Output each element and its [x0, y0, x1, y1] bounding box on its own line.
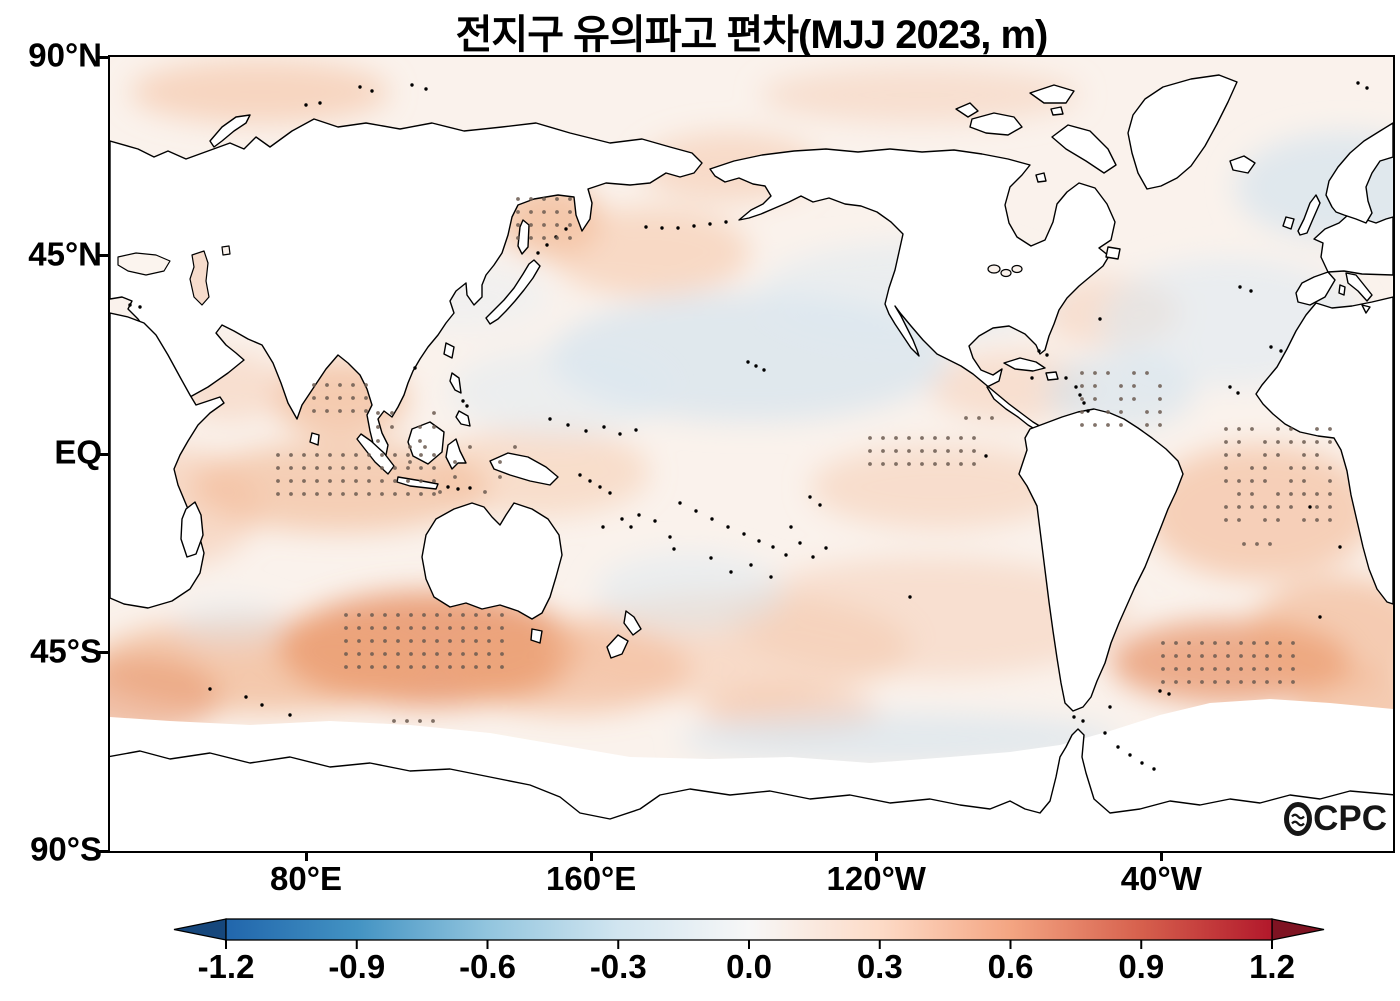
x-axis-label-120W: 120°W [826, 860, 926, 897]
north-america-landmass [709, 148, 1116, 432]
madagascar-island [180, 501, 204, 558]
greenland-landmass [1127, 74, 1238, 190]
y-axis-label-45N: 45°N [28, 234, 102, 272]
x-axis-tick [304, 851, 308, 861]
chart-title: 전지구 유의파고 편차(MJJ 2023, m) [455, 13, 1049, 57]
y-axis-label-90N: 90°N [28, 36, 102, 74]
italy-peninsula [1345, 272, 1373, 302]
anomaly-field [110, 60, 1393, 765]
taiwan-island [443, 342, 455, 359]
sumatra-island [356, 433, 395, 475]
colorbar-tick-label--0.6: -0.6 [459, 948, 516, 985]
sulawesi-island [445, 438, 467, 470]
great-britain-island [1297, 194, 1321, 236]
colorbar [172, 916, 1326, 952]
x-axis-tick [589, 851, 593, 861]
x-axis-label-160E: 160°E [545, 860, 637, 897]
antarctica-landmass [110, 728, 1393, 851]
black-sea [117, 252, 171, 276]
ocpc-logo-text: CPC [1313, 798, 1387, 838]
y-axis-label-45S: 45°S [30, 631, 102, 669]
sakhalin-island [517, 219, 530, 255]
scandinavia-peninsula [1325, 122, 1393, 224]
southampton-island [1035, 172, 1047, 183]
luzon-island [449, 372, 462, 394]
colorbar-tick-label-1.2: 1.2 [1249, 948, 1295, 985]
newfoundland-island [1105, 246, 1121, 260]
x-axis-label-40W: 40°W [1120, 860, 1202, 897]
world-map [110, 57, 1393, 851]
novaya-zemlya-island [209, 114, 251, 148]
eurasia-landmass [110, 118, 703, 462]
x-axis-tick [874, 851, 878, 861]
new-guinea-island [489, 452, 559, 486]
devon-island [1050, 106, 1064, 116]
aral-sea [221, 245, 231, 256]
hispaniola-island [1045, 371, 1059, 381]
coastlines [110, 74, 1393, 851]
lakes [117, 245, 1023, 306]
colorbar-tick-label-0.0: 0.0 [726, 948, 772, 985]
banks-island [955, 102, 979, 118]
africa-west-landmass [1255, 296, 1393, 605]
colorbar-tick-label--0.9: -0.9 [328, 948, 386, 985]
japan-islands [485, 259, 541, 325]
colorbar-tick-label--0.3: -0.3 [589, 948, 647, 985]
colorbar-tick-label-0.6: 0.6 [987, 948, 1034, 985]
iceland-island [1229, 155, 1256, 174]
ocpc-logo: CPC [1284, 799, 1387, 837]
y-axis-label-EQ: EQ [54, 433, 102, 471]
y-axis-tick [98, 651, 108, 654]
caspian-sea [189, 250, 210, 306]
significance-stippling [276, 197, 1332, 723]
sicily-island [1361, 304, 1371, 314]
y-axis-label-90S: 90°S [30, 830, 102, 868]
great-lake-superior [987, 264, 1001, 274]
great-lake-ontario [1011, 264, 1023, 274]
y-axis-tick [98, 849, 108, 853]
new-zealand-north-island [623, 610, 642, 636]
australia-landmass [421, 502, 563, 620]
y-axis-tick [98, 452, 108, 456]
colorbar-ticks [225, 940, 1273, 949]
y-axis-tick [98, 55, 108, 59]
sri-lanka-island [309, 432, 320, 446]
x-axis-label-80E: 80°E [270, 860, 342, 897]
colorbar-left-arrow [173, 918, 227, 941]
baffin-island [1051, 124, 1117, 174]
small-islands [128, 81, 1369, 771]
colorbar-tick-label-0.9: 0.9 [1118, 948, 1165, 985]
ocpc-wave-o-icon [1284, 802, 1313, 836]
great-lake-huron [1000, 268, 1012, 278]
map-frame: CPC [108, 55, 1395, 853]
ireland-island [1282, 216, 1295, 230]
sardinia-island [1338, 284, 1346, 296]
south-america-landmass [1018, 408, 1184, 712]
tasmania-island [530, 628, 543, 644]
new-zealand-south-island [606, 634, 629, 659]
victoria-island [969, 112, 1023, 136]
iberia-peninsula [1295, 271, 1336, 306]
colorbar-tick-label-0.3: 0.3 [856, 948, 903, 985]
ellesmere-island [1029, 84, 1075, 104]
colorbar-right-arrow [1271, 918, 1325, 941]
cuba-island [1003, 357, 1046, 372]
colorbar-tick-label--1.2: -1.2 [197, 948, 255, 985]
y-axis-tick [98, 254, 108, 257]
mindanao-island [455, 410, 471, 427]
x-axis-tick [1159, 851, 1163, 861]
colorbar-gradient [225, 918, 1273, 941]
